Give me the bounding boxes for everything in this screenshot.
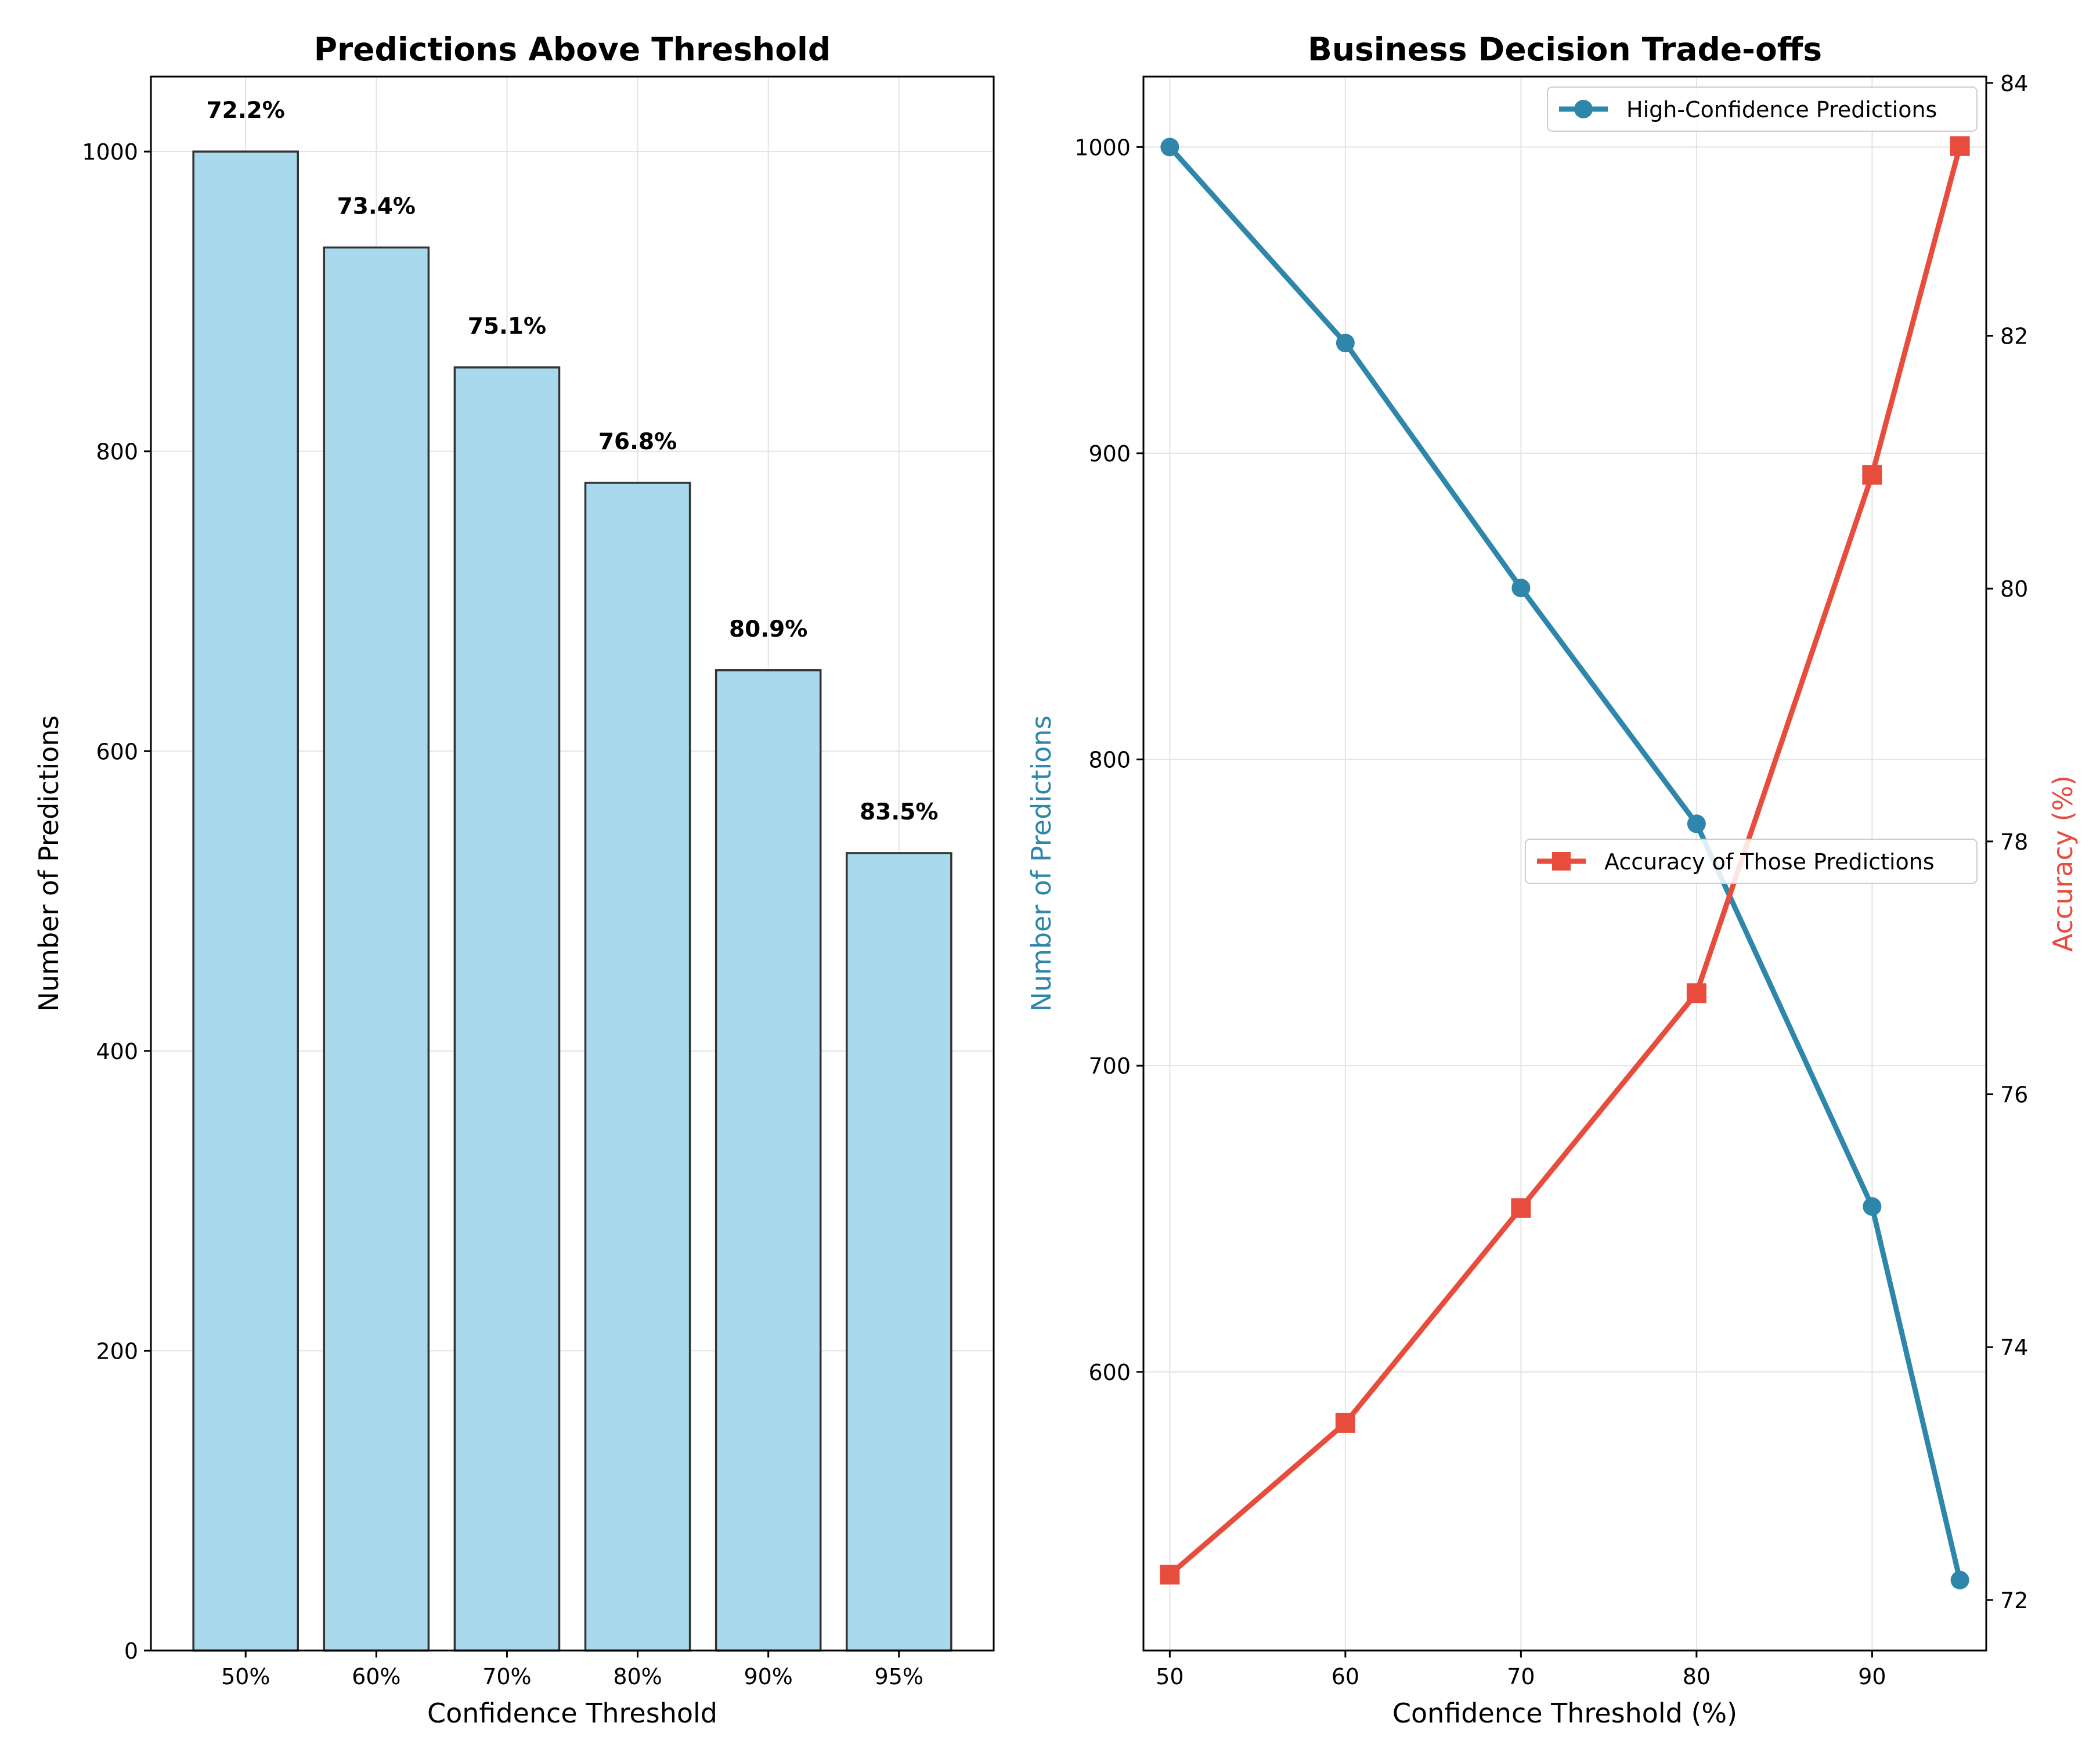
line-chart-x-tick-label: 50: [1156, 1664, 1183, 1689]
legend-high-confidence-label: High-Confidence Predictions: [1626, 97, 1937, 122]
predictions-point: [1950, 1570, 1969, 1590]
line-chart-x-tick-label: 60: [1332, 1664, 1359, 1689]
line-chart-plot-frame: [1142, 75, 1987, 1652]
bar-chart-x-tick-label: 70%: [482, 1664, 531, 1689]
line-chart-right-y-tick-label: 74: [2000, 1335, 2028, 1360]
line-chart-right-y-tick-label: 72: [2000, 1588, 2028, 1613]
line-chart-x-tick-label: 70: [1507, 1664, 1535, 1689]
bar-chart-x-ticks: 50% 60% 70% 80% 90% 95%: [221, 1651, 923, 1689]
bar-chart-y-tick-label: 400: [96, 1039, 138, 1064]
bar-60pct: [323, 246, 430, 1652]
bar-chart-plot-frame: [150, 75, 995, 1652]
line-chart-right-y-tick-label: 84: [2000, 71, 2028, 96]
line-chart-x-tick-label: 90: [1858, 1664, 1886, 1689]
bar-chart-y-ticks: 0 200 400 600 800 1000: [82, 139, 151, 1664]
predictions-point: [1863, 1197, 1882, 1216]
bar-data-label: 73.4%: [337, 193, 416, 219]
line-chart-right-y-tick-label: 78: [2000, 829, 2028, 855]
bar-95pct: [845, 852, 952, 1652]
bar-chart-x-tick-label: 90%: [744, 1664, 792, 1689]
bar-chart-x-tick-label: 95%: [875, 1664, 923, 1689]
accuracy-point: [1686, 983, 1706, 1003]
line-chart-right-y-tick-label: 76: [2000, 1082, 2028, 1108]
line-chart-left-y-tick-label: 800: [1088, 748, 1131, 773]
accuracy-point: [1511, 1198, 1531, 1218]
bar-data-label: 76.8%: [598, 429, 677, 455]
bar-90pct: [715, 669, 822, 1652]
predictions-point: [1687, 814, 1706, 833]
predictions-point: [1511, 579, 1531, 598]
accuracy-point: [1950, 136, 1970, 156]
accuracy-point: [1862, 465, 1882, 485]
predictions-point: [1336, 334, 1355, 353]
series-line-predictions: [1167, 144, 1963, 1583]
bar-chart-title: Predictions Above Threshold: [314, 31, 831, 68]
line-chart-right-y-tick-label: 80: [2000, 576, 2028, 602]
bar-data-label: 75.1%: [468, 313, 546, 340]
line-chart-left-y-tick-label: 700: [1088, 1053, 1131, 1079]
line-chart-right-y-tick-label: 82: [2000, 324, 2028, 349]
line-chart-right-y-axis-label: Accuracy (%): [2047, 775, 2079, 952]
legend-accuracy-marker: [1552, 852, 1571, 871]
bar-chart-y-tick-label: 200: [96, 1338, 138, 1364]
bar-data-label: 80.9%: [729, 616, 807, 642]
bar-chart-bars: [192, 150, 952, 1652]
line-chart-left-y-tick-label: 600: [1088, 1360, 1131, 1385]
bar-chart-y-tick-label: 600: [96, 739, 138, 764]
bar-data-label: 72.2%: [207, 98, 285, 124]
line-chart-series: [1160, 136, 1970, 1590]
bar-50pct: [192, 150, 300, 1652]
line-chart-left-y-axis-label: Number of Predictions: [1026, 716, 1057, 1012]
series-line-accuracy: [1167, 143, 1963, 1577]
bar-chart: 72.2% 73.4% 75.1% 76.8% 80.9% 83.5% 0 200 400 60…: [33, 31, 995, 1729]
legend-high-confidence-marker: [1574, 100, 1593, 118]
line-chart-left-y-tick-label: 900: [1088, 441, 1131, 467]
legend-high-confidence: High-Confidence Predictions: [1547, 86, 1978, 132]
bar-chart-data-labels: 72.2% 73.4% 75.1% 76.8% 80.9% 83.5%: [207, 98, 939, 825]
line-chart-left-y-tick-label: 1000: [1074, 135, 1131, 160]
accuracy-point: [1335, 1413, 1355, 1433]
bar-chart-x-tick-label: 50%: [221, 1664, 270, 1689]
bar-data-label: 83.5%: [860, 799, 938, 825]
bar-chart-y-tick-label: 1000: [82, 139, 138, 165]
line-chart-right-y-ticks: 72 74 76 78 80 82 84: [1986, 71, 2028, 1613]
bar-70pct: [453, 366, 561, 1652]
line-chart: 600 700 800 900 1000 72 74 76 78 80 82 84 50 60 70 80…: [1026, 31, 2079, 1729]
accuracy-point: [1160, 1565, 1180, 1585]
bar-chart-x-tick-label: 60%: [352, 1664, 400, 1689]
bar-80pct: [584, 482, 691, 1652]
line-chart-x-tick-label: 80: [1683, 1664, 1711, 1689]
bar-chart-x-tick-label: 80%: [613, 1664, 662, 1689]
legend-accuracy-label: Accuracy of Those Predictions: [1604, 849, 1935, 875]
legend-accuracy: Accuracy of Those Predictions: [1525, 839, 1978, 884]
predictions-point: [1160, 138, 1179, 157]
line-chart-title: Business Decision Trade-offs: [1308, 31, 1822, 68]
bar-chart-y-tick-label: 800: [96, 439, 138, 465]
line-chart-x-ticks: 50 60 70 80 90: [1156, 1651, 1886, 1689]
line-chart-left-y-ticks: 600 700 800 900 1000: [1074, 135, 1143, 1385]
bar-chart-y-axis-label: Number of Predictions: [33, 716, 64, 1012]
bar-chart-x-axis-label: Confidence Threshold: [427, 1698, 717, 1729]
line-chart-x-axis-label: Confidence Threshold (%): [1392, 1698, 1737, 1729]
bar-chart-y-tick-label: 0: [124, 1638, 138, 1664]
